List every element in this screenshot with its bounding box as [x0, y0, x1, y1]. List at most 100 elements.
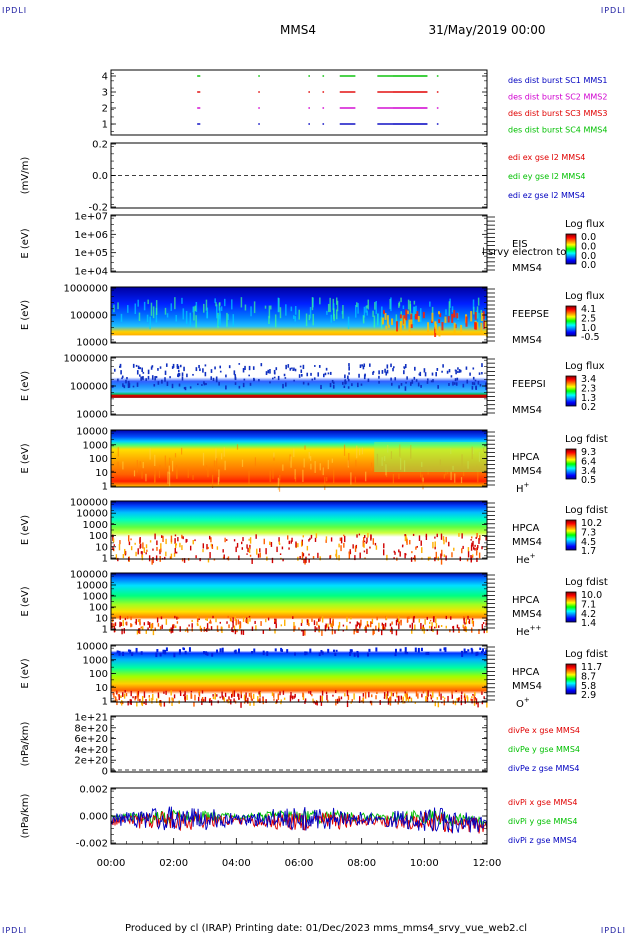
feepse-pixel — [330, 314, 333, 323]
hpca-hpca_hepp-speckle — [298, 627, 300, 631]
feepsi-sparse-count — [139, 367, 141, 370]
hpca-hpca_hepp-speckle — [463, 627, 465, 631]
hpca-h-pixel — [387, 444, 389, 453]
hpca-hpca_hepp-speckle — [273, 619, 276, 622]
feepse-enhancement — [408, 319, 411, 328]
hpca-hpca_hepp-speckle — [245, 619, 247, 623]
feepsi-sparse-count — [441, 370, 443, 373]
feepsi-sparse-count — [426, 378, 429, 381]
feepse-pixel — [347, 316, 350, 330]
hpca-hpca_o-speckle — [436, 697, 439, 700]
hpca-hpca_he-speckle — [160, 548, 162, 553]
hpca-hpca_hepp-speckle — [237, 619, 239, 625]
hpca-hpca_o-speckle — [401, 700, 403, 703]
colorbar-title: Log flux — [565, 291, 605, 302]
hpca-hpca_hepp-speckle — [408, 616, 410, 619]
hpca-hpca_o-speckle — [122, 701, 124, 705]
hpca-hpca_hepp-speckle — [426, 616, 428, 620]
hpca-hpca_o-speckle — [257, 696, 259, 702]
hpca-hpca_he-speckle — [315, 533, 318, 539]
hpca-hpca_o-speckle — [347, 694, 350, 700]
feepse-pixel — [219, 302, 221, 306]
hpca-hpca_o-speckle — [253, 700, 255, 706]
hpca-hpca_hepp-speckle — [123, 628, 125, 634]
hpca-o-top-pixel — [483, 651, 486, 655]
hpca-hpca_he-speckle — [364, 535, 366, 539]
feepsi-sparse-count — [252, 366, 255, 370]
feepsi-sparse-count — [347, 386, 350, 389]
hpca-hpca_he-speckle — [249, 537, 252, 544]
hpca-hpca_o-speckle — [397, 700, 399, 705]
y-tick-label: 100 — [89, 531, 108, 542]
feepsi-sparse-count — [136, 382, 139, 387]
feepsi-sparse-count — [378, 380, 380, 384]
hpca-hpca_hepp-speckle — [342, 624, 345, 627]
hpca-hpca_o-speckle — [398, 695, 400, 702]
hpca-hpca_o-speckle — [221, 691, 223, 698]
hpca-hpca_hepp-speckle — [367, 625, 370, 628]
hpca-h-pixel — [289, 454, 291, 462]
feepsi-sparse-count — [414, 366, 416, 371]
y-tick-label: 1 — [102, 482, 108, 493]
y-tick-label: 100 — [89, 669, 108, 680]
hpca-hpca_he-speckle — [325, 539, 327, 543]
hpca-hpca_he-speckle — [435, 551, 438, 559]
feepsi-sparse-count — [477, 380, 480, 385]
hpca-hpca_o-speckle — [143, 701, 145, 704]
hpca-hpca_he-speckle — [240, 541, 243, 545]
hpca-o-top-pixel — [237, 648, 240, 654]
hpca-hpca_hepp-speckle — [275, 618, 277, 624]
feepsi-sparse-count — [249, 382, 252, 386]
hpca-hpca_o-speckle — [312, 698, 314, 703]
hpca-hpca_o-speckle — [353, 693, 355, 700]
hpca-hpca_o-speckle — [193, 701, 195, 707]
feepsi-sparse-count — [165, 363, 168, 367]
hpca-h-pixel — [410, 444, 412, 459]
hpca-hpca_he-speckle — [169, 556, 172, 560]
hpca-hpca_he-speckle — [290, 540, 292, 544]
hpca-hpca_hepp-speckle — [414, 624, 416, 631]
hpca-o-top-pixel — [202, 651, 205, 655]
hpca-hpca_he-speckle — [189, 545, 192, 551]
feepsi-sparse-count — [238, 385, 241, 389]
feepse-pixel — [372, 310, 374, 317]
feepsi-sparse-count — [313, 377, 316, 380]
hpca-hpca_o-speckle — [204, 696, 207, 702]
feepse-enhancement — [399, 321, 402, 332]
hpca-hpca_he-speckle — [382, 549, 385, 556]
hpca-h-pixel — [169, 457, 171, 470]
hpca-hpca_o-speckle — [422, 690, 425, 694]
feepsi-sparse-count — [132, 385, 135, 388]
feepsi-sparse-count — [140, 376, 142, 381]
legend-entry: des dist burst SC3 MMS3 — [508, 109, 607, 118]
hpca-hpca_hepp-speckle — [471, 620, 474, 624]
hpca-hpca_he-speckle — [112, 534, 114, 541]
hpca-hpca_hepp-speckle — [434, 626, 436, 629]
hpca-hpca_he-speckle — [306, 545, 309, 551]
hpca-hpca_o-speckle — [223, 697, 225, 703]
hpca-hpca_o-speckle — [251, 698, 253, 701]
hpca-h-pixel — [273, 452, 275, 458]
feepsi-sparse-count — [205, 382, 207, 386]
feepsi-sparse-count — [234, 377, 237, 381]
hpca-hpca_o-speckle — [137, 691, 140, 697]
hpca-hpca_o-speckle — [216, 694, 218, 697]
feepsi-sparse-count — [204, 371, 207, 377]
hpca-o-top-pixel — [439, 648, 442, 652]
hpca-hpca_o-speckle — [302, 693, 304, 695]
feepsi-sparse-count — [141, 367, 143, 373]
hpca-hpca_he-speckle — [170, 535, 173, 543]
hpca-hpca_he-speckle — [242, 537, 244, 542]
feepse-pixel — [143, 301, 146, 311]
hpca-hpca_he-speckle — [365, 541, 368, 544]
hpca-hpca_hepp-speckle — [346, 616, 348, 622]
feepsi-sparse-count — [465, 366, 468, 370]
hpca-hpca_o-speckle — [124, 690, 126, 693]
feepse-pixel — [264, 305, 267, 309]
hpca-hpca_he-speckle — [177, 537, 179, 542]
feepsi-sparse-count — [424, 372, 427, 377]
hpca-hpca_o-speckle — [294, 693, 296, 698]
feepsi-sparse-count — [289, 367, 292, 371]
